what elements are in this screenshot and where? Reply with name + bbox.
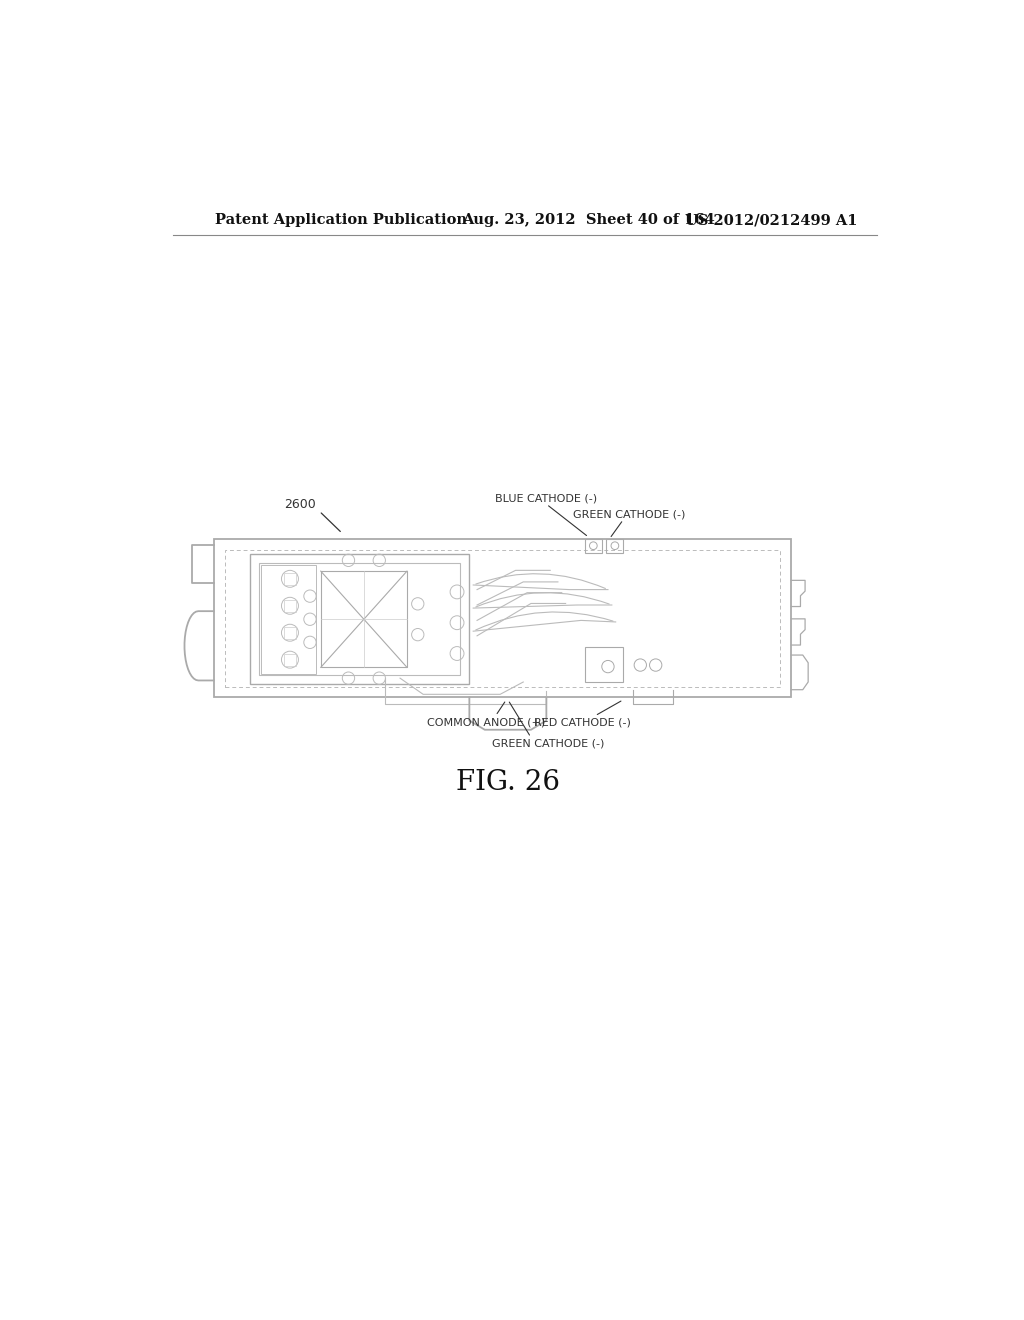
Bar: [284, 653, 296, 665]
Bar: [250, 554, 469, 684]
Text: GREEN CATHODE (-): GREEN CATHODE (-): [493, 739, 605, 748]
Bar: [224, 549, 780, 686]
Bar: [606, 539, 624, 553]
Text: Aug. 23, 2012  Sheet 40 of 164: Aug. 23, 2012 Sheet 40 of 164: [462, 213, 715, 227]
Text: BLUE CATHODE (-): BLUE CATHODE (-): [496, 494, 597, 504]
Bar: [214, 539, 792, 697]
Text: 2600: 2600: [284, 499, 315, 511]
Bar: [261, 565, 316, 673]
Bar: [585, 647, 624, 682]
Text: Patent Application Publication: Patent Application Publication: [215, 213, 467, 227]
Bar: [585, 539, 602, 553]
Text: GREEN CATHODE (-): GREEN CATHODE (-): [573, 510, 686, 519]
Bar: [259, 564, 460, 675]
Text: COMMON ANODE (+): COMMON ANODE (+): [427, 717, 546, 727]
Bar: [284, 599, 296, 612]
Bar: [321, 572, 407, 668]
Text: FIG. 26: FIG. 26: [456, 768, 560, 796]
Bar: [284, 573, 296, 585]
Text: RED CATHODE (-): RED CATHODE (-): [535, 717, 631, 727]
Text: US 2012/0212499 A1: US 2012/0212499 A1: [685, 213, 857, 227]
Bar: [284, 627, 296, 639]
